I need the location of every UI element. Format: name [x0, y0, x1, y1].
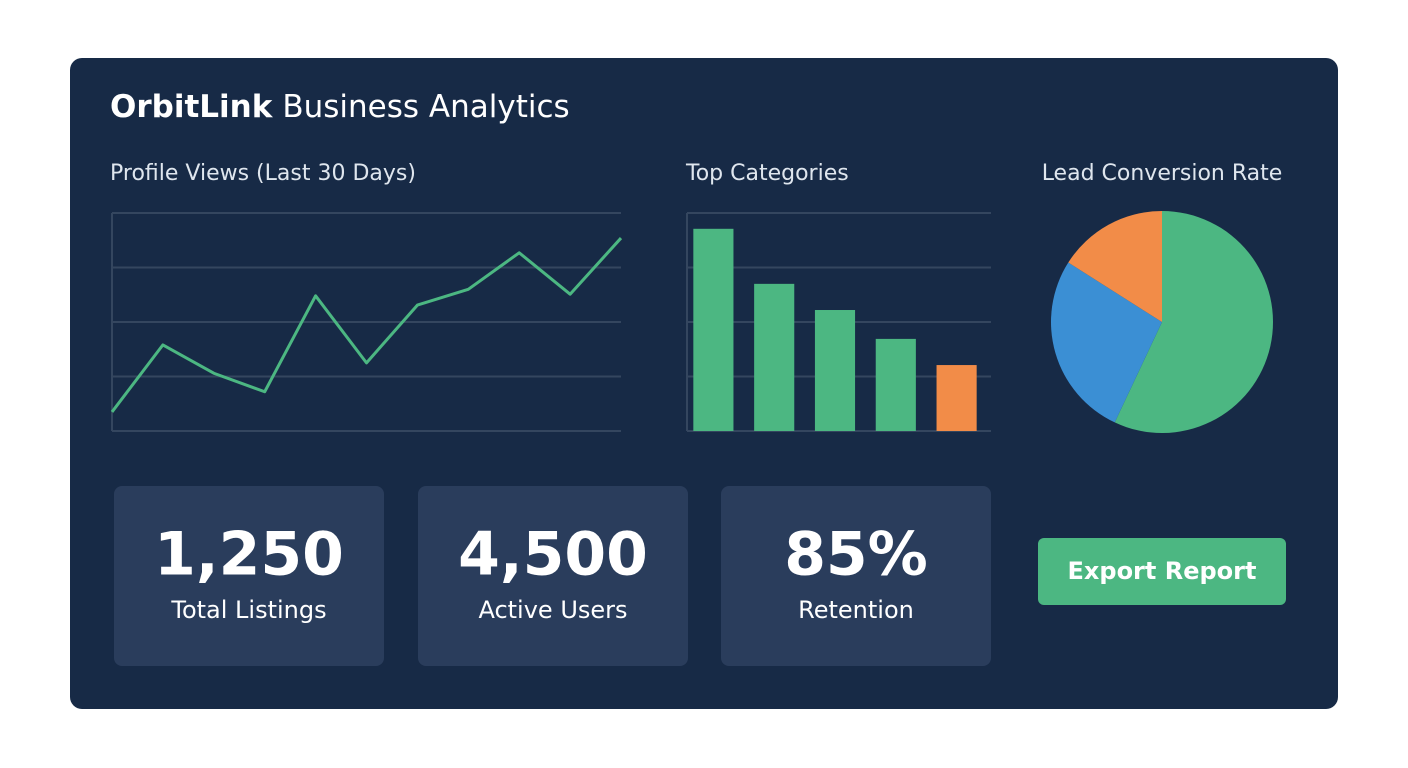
- stat-card: [418, 486, 688, 666]
- title: Business Analytics: [282, 89, 569, 125]
- chart-title: Top Categories: [685, 161, 849, 186]
- line: [110, 237, 623, 413]
- bar: [875, 338, 916, 431]
- pie-slice: [1114, 211, 1273, 433]
- pie-slice: [1050, 262, 1162, 423]
- bar: [693, 228, 734, 431]
- chart-title: Profile Views (Last 30 Days): [110, 161, 416, 186]
- bar: [754, 283, 795, 431]
- stat-label: Active Users: [478, 596, 627, 624]
- stat-card: [114, 486, 384, 666]
- stat-card: [721, 486, 991, 666]
- stat-label: Retention: [798, 596, 914, 624]
- stat-value: 85%: [784, 520, 928, 590]
- bar: [814, 310, 856, 431]
- stat-value: 4,500: [458, 520, 648, 590]
- dashboard-title: OrbitLink Business Analytics: [110, 89, 570, 125]
- stat-label: Total Listings: [170, 596, 326, 624]
- bar: [936, 365, 977, 431]
- chart-title: Lead Conversion Rate: [1042, 161, 1283, 186]
- stat-value: 1,250: [154, 520, 344, 590]
- export-button[interactable]: [1038, 538, 1286, 605]
- brand: OrbitLink: [110, 89, 274, 125]
- pie-slice: [1068, 211, 1162, 322]
